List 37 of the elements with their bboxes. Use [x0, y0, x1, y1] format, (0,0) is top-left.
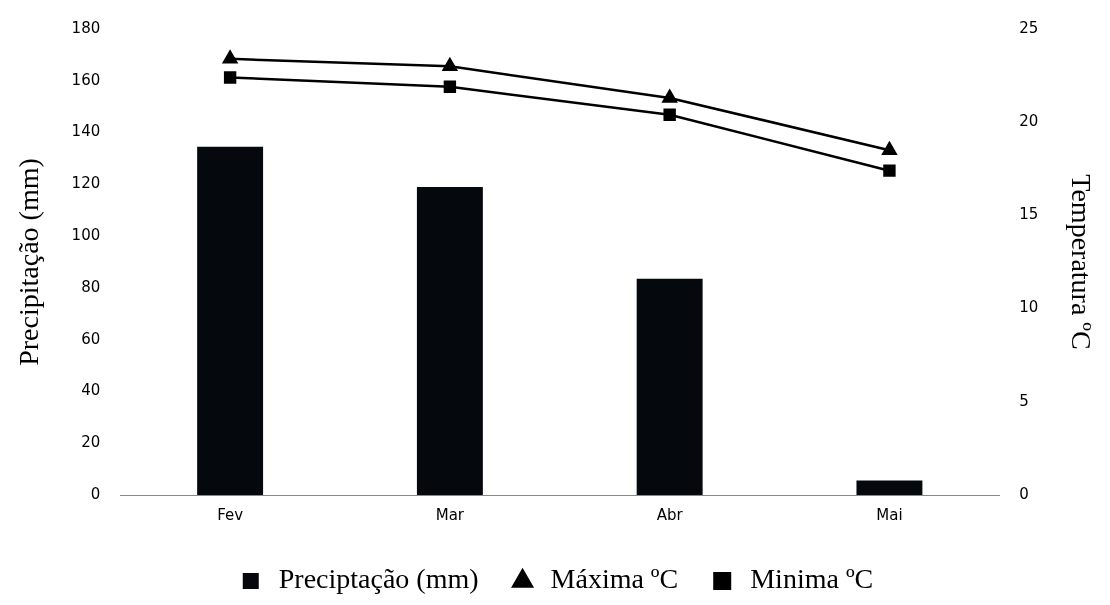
- x-tick-label: Mar: [435, 505, 465, 524]
- point: [443, 80, 457, 93]
- y2-tick-label: 0: [1019, 484, 1029, 503]
- x-tick-label: Abr: [656, 505, 684, 524]
- point: [882, 141, 897, 155]
- y-tick-label: 180: [71, 18, 101, 37]
- bar: [416, 186, 483, 495]
- y2-tick-label: 25: [1019, 18, 1039, 37]
- x-tick-label: Mai: [876, 505, 903, 524]
- bar: [856, 480, 923, 495]
- point: [442, 58, 458, 72]
- y-tick-label: 40: [81, 381, 101, 400]
- y-tick-label: 0: [90, 484, 101, 503]
- y-tick-label: 80: [81, 277, 101, 296]
- point: [663, 108, 676, 121]
- y-tick-label: 100: [71, 226, 101, 244]
- y2-tick-label: 10: [1019, 298, 1039, 317]
- legend-label: Minima ºC: [750, 563, 874, 595]
- y2-tick-label: 15: [1019, 205, 1039, 224]
- y-tick-label: 160: [71, 70, 101, 89]
- y2-tick-label: 5: [1019, 391, 1029, 410]
- bar: [636, 278, 703, 495]
- point: [222, 50, 238, 64]
- y-tick-label: 140: [71, 122, 101, 141]
- y-tick-label: 20: [81, 433, 101, 452]
- bar: [197, 146, 264, 495]
- point: [662, 89, 677, 103]
- legend-label: Preciptação (mm): [278, 563, 479, 595]
- y2-tick-label: 20: [1019, 112, 1039, 131]
- y-axis-title: Precipitação (mm): [13, 158, 45, 366]
- point: [223, 71, 237, 84]
- x-tick-label: Fev: [217, 505, 244, 524]
- legend-label: Máxima ºC: [550, 563, 679, 595]
- y-tick-label: 60: [81, 329, 101, 348]
- y2-axis-title: Temperatura ºC: [1065, 174, 1097, 350]
- y-tick-label: 120: [71, 174, 101, 193]
- point: [883, 164, 896, 177]
